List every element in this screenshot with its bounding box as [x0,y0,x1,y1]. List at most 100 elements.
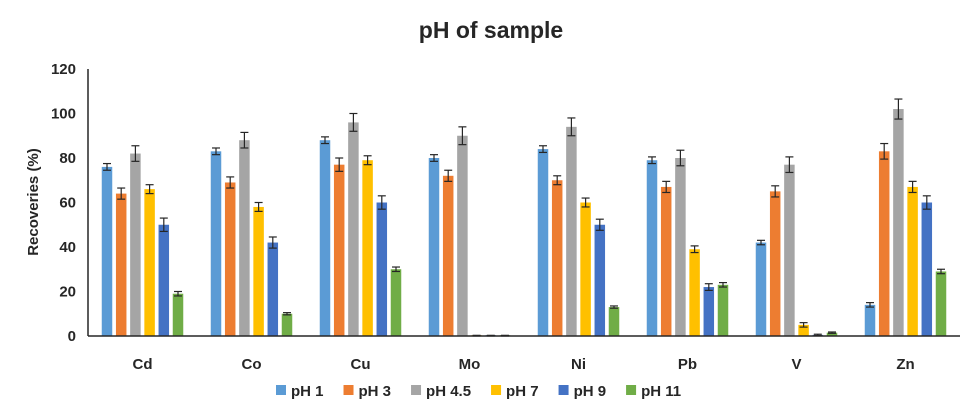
bar-ni-series-2 [551,180,563,336]
bar-v-series-1 [755,242,767,336]
error-bar [648,156,656,165]
error-bar [103,162,111,171]
error-bar [131,145,140,162]
bar-cu-series-1 [319,140,331,336]
legend-label-6: pH 11 [641,383,681,400]
bar-zn-series-1 [864,304,876,336]
bar-pb-series-4 [689,249,700,336]
bar-co-series-5 [267,242,279,336]
error-bar [690,245,699,254]
bar-cu-series-3 [348,122,359,337]
x-tick-label-zn: Zn [896,356,914,373]
bar-ni-series-5 [594,224,606,336]
error-bar [662,180,671,194]
bar-co-series-2 [224,182,236,336]
bar-cu-series-4 [362,160,373,336]
error-bar [444,169,453,182]
bar-cd-series-3 [130,153,141,336]
bar-v-series-4 [798,324,809,336]
error-bar [240,131,249,149]
bars-group [101,109,947,337]
y-tick-label: 20 [59,284,76,301]
y-tick-label: 120 [51,61,76,78]
error-bar [567,117,576,137]
error-bar [880,142,889,160]
bar-zn-series-3 [893,109,904,336]
x-tick-label-cd: Cd [133,356,153,373]
bar-zn-series-2 [878,151,890,336]
error-bar [117,187,126,200]
bar-ni-series-4 [580,202,591,336]
legend-label-2: pH 3 [359,383,392,400]
error-bar [866,302,874,308]
bar-cu-series-5 [376,202,388,336]
error-bar [757,239,765,246]
y-tick-label: 60 [59,195,76,212]
error-bar [458,126,467,146]
error-bar [908,180,917,194]
bar-zn-series-6 [935,271,947,336]
bar-v-series-3 [784,164,795,336]
y-tick-label: 100 [51,106,76,123]
x-tick-label-cu: Cu [351,356,371,373]
bar-pb-series-2 [660,186,672,336]
bar-pb-series-3 [675,158,686,336]
error-bar [145,184,154,195]
error-bar [349,112,358,132]
bar-pb-series-1 [646,160,658,336]
legend-swatch-6 [626,385,637,395]
bar-cd-series-5 [158,224,170,336]
legend: pH 1 pH 3 pH 4.5 pH 7 pH 9 pH 11 [276,383,681,400]
bar-mo-series-3 [457,135,468,336]
legend-swatch-2 [343,385,354,395]
x-tick-label-pb: Pb [678,356,697,373]
error-bar [392,266,400,273]
y-axis-ticks: 0 20 40 60 80 100 120 [51,61,76,345]
error-bar [894,98,903,120]
x-tick-label-mo: Mo [459,356,481,373]
legend-swatch-1 [276,385,286,395]
legend-label-3: pH 4.5 [426,383,471,400]
error-bar [377,195,386,210]
error-bar [159,217,168,233]
error-bars-group [103,98,945,337]
bar-pb-series-5 [703,287,715,336]
bar-cd-series-6 [172,293,184,336]
bar-cd-series-4 [144,189,155,336]
bar-cu-series-6 [390,269,402,336]
y-tick-label: 0 [68,328,76,345]
legend-swatch-3 [411,385,422,395]
legend-swatch-5 [558,385,569,395]
bar-pb-series-6 [717,284,729,336]
x-axis-categories: Cd Co Cu Mo Ni Pb V Zn [133,356,915,373]
legend-swatch-4 [491,385,502,395]
error-bar [226,176,235,189]
error-bar [719,282,727,288]
error-bar [363,155,372,166]
error-bar [595,218,604,231]
bar-ni-series-1 [537,149,549,336]
x-tick-label-ni: Ni [571,356,586,373]
error-bar [581,197,590,208]
error-bar [254,201,263,212]
error-bar [785,156,794,174]
error-bar [937,268,945,275]
error-bar [430,154,438,162]
legend-label-5: pH 9 [574,383,607,400]
y-tick-label: 40 [59,239,76,256]
chart-title: pH of sample [419,17,563,43]
error-bar [283,312,291,316]
bar-v-series-2 [769,191,781,336]
bar-co-series-3 [239,140,250,336]
error-bar [268,236,277,249]
bar-cd-series-2 [115,193,127,336]
bar-ni-series-3 [566,126,577,336]
error-bar [610,305,618,309]
bar-mo-series-1 [428,158,440,336]
error-bar [321,136,329,145]
x-tick-label-v: V [791,356,801,373]
bar-v-series-6 [826,332,838,336]
bar-co-series-6 [281,313,293,336]
bar-cu-series-2 [333,164,345,336]
